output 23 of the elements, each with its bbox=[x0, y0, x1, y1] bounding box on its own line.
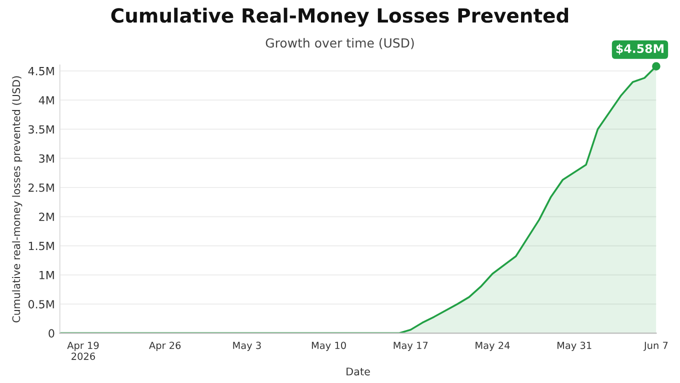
y-tick-label: 0.5M bbox=[28, 300, 54, 308]
x-tick-label: Jun 7 bbox=[643, 342, 668, 351]
x-tick-label: May 3 bbox=[233, 342, 261, 351]
y-tick-label: 2M bbox=[39, 212, 54, 221]
x-tick-label: May 17 bbox=[394, 342, 428, 351]
x-tick-label: Apr 19 2026 bbox=[67, 342, 99, 360]
y-tick-label: 2.5M bbox=[28, 183, 54, 192]
y-tick-label: 3M bbox=[39, 154, 54, 163]
y-axis-title: Cumulative real-money losses prevented (USD) bbox=[12, 76, 22, 322]
y-tick-label: 4M bbox=[38, 96, 54, 104]
x-tick-label: May 24 bbox=[476, 342, 510, 351]
x-axis-title: Date bbox=[346, 368, 370, 376]
chart-title: Cumulative Real-Money Losses Prevented bbox=[111, 8, 568, 27]
chart-subtitle: Growth over time (USD) bbox=[266, 38, 414, 50]
y-tick-label: 3.5M bbox=[28, 125, 54, 134]
x-tick-label: May 31 bbox=[558, 342, 592, 351]
y-tick-label: 4.5M bbox=[28, 67, 54, 76]
x-tick-label: Apr 26 bbox=[149, 342, 181, 351]
y-tick-label: 0 bbox=[48, 329, 54, 338]
y-tick-label: 1.5M bbox=[28, 242, 54, 250]
y-tick-label: 1M bbox=[40, 271, 54, 280]
annotation: $4.58M bbox=[616, 44, 664, 55]
x-tick-label: May 10 bbox=[312, 342, 346, 351]
